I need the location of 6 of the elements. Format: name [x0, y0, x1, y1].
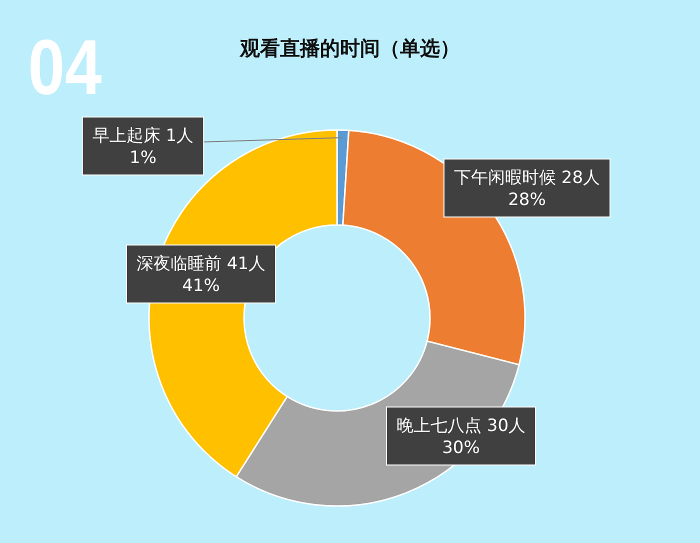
slice-label: 晚上七八点 30人 30%	[396, 416, 526, 458]
slice-label: 早上起床 1人 1%	[92, 126, 194, 168]
chart-title: 观看直播的时间（单选）	[239, 36, 460, 60]
slice-label: 深夜临睡前 41人 41%	[136, 254, 266, 296]
slice-label: 下午闲暇时候 28人 28%	[454, 168, 600, 210]
text: 04	[28, 24, 102, 112]
